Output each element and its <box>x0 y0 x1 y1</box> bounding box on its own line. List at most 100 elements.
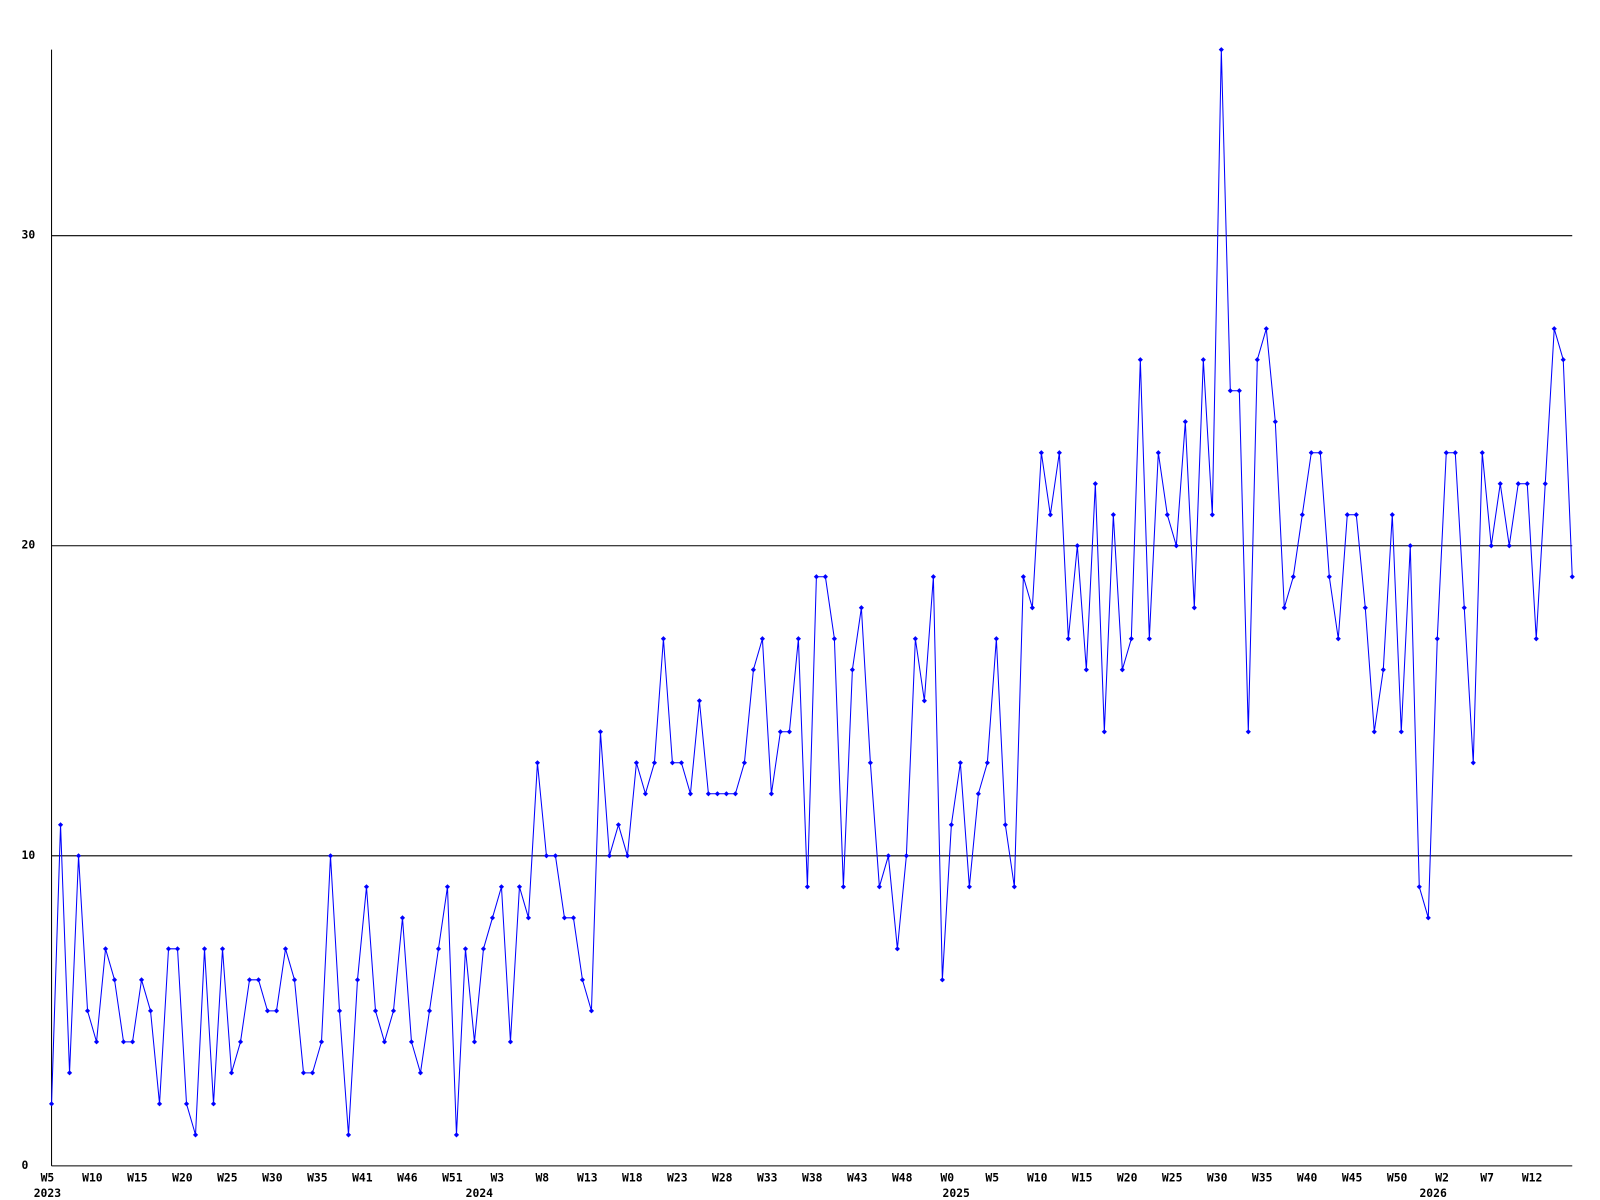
marker <box>57 822 64 828</box>
marker <box>228 1070 235 1076</box>
marker <box>615 822 622 828</box>
marker <box>831 636 837 642</box>
marker <box>1560 357 1566 363</box>
marker <box>318 1039 325 1045</box>
marker <box>525 915 532 921</box>
marker <box>516 884 523 890</box>
marker <box>48 1101 55 1107</box>
marker <box>336 1008 343 1014</box>
x-tick-label: W40 <box>1297 1170 1318 1184</box>
marker <box>579 977 586 983</box>
x-tick-label: W20 <box>172 1170 193 1184</box>
marker <box>93 1039 100 1045</box>
x-tick-label: W41 <box>352 1170 373 1184</box>
marker <box>1506 543 1512 549</box>
marker <box>543 853 550 859</box>
marker <box>705 791 712 797</box>
x-tick-label: W2 <box>1435 1170 1449 1184</box>
x-year-label: 2024 <box>466 1186 494 1200</box>
marker <box>858 605 864 611</box>
marker <box>1344 512 1350 518</box>
x-tick-label: W48 <box>892 1170 913 1184</box>
marker <box>948 822 954 828</box>
marker <box>1569 574 1575 580</box>
marker <box>1335 636 1341 642</box>
marker <box>255 977 262 983</box>
marker <box>777 729 783 735</box>
x-tick-label: W30 <box>1207 1170 1228 1184</box>
marker <box>642 791 649 797</box>
marker <box>993 636 999 642</box>
marker <box>1425 915 1431 921</box>
marker <box>750 667 756 673</box>
x-tick-label: W45 <box>1342 1170 1363 1184</box>
x-tick-label: W12 <box>1522 1170 1543 1184</box>
marker <box>885 853 891 859</box>
marker <box>939 977 945 983</box>
marker <box>1497 481 1503 487</box>
y-tick-label: 0 <box>22 1158 29 1172</box>
marker <box>1488 543 1494 549</box>
x-tick-label: W15 <box>127 1170 148 1184</box>
marker <box>930 574 936 580</box>
marker <box>1515 481 1521 487</box>
marker <box>66 1070 73 1076</box>
marker <box>903 853 909 859</box>
marker <box>741 760 747 766</box>
marker <box>84 1008 91 1014</box>
x-tick-label: W35 <box>307 1170 328 1184</box>
marker <box>1272 419 1278 425</box>
x-tick-label: W50 <box>1387 1170 1408 1184</box>
marker <box>1191 605 1197 611</box>
marker <box>1533 636 1539 642</box>
y-tick-label: 10 <box>22 848 36 862</box>
marker <box>1281 605 1287 611</box>
marker <box>1128 636 1134 642</box>
marker <box>129 1039 136 1045</box>
marker <box>192 1132 199 1138</box>
marker <box>912 636 918 642</box>
marker <box>1470 760 1476 766</box>
marker <box>489 915 496 921</box>
marker <box>300 1070 307 1076</box>
marker <box>1200 357 1206 363</box>
marker <box>1299 512 1305 518</box>
marker <box>768 791 774 797</box>
marker <box>588 1008 595 1014</box>
marker <box>1056 450 1062 456</box>
x-tick-label: W23 <box>667 1170 688 1184</box>
marker <box>1452 450 1458 456</box>
marker <box>237 1039 244 1045</box>
x-year-label: 2026 <box>1419 1186 1447 1200</box>
marker <box>570 915 577 921</box>
marker <box>1254 357 1260 363</box>
marker <box>1173 543 1179 549</box>
marker <box>1029 605 1035 611</box>
marker <box>1443 450 1449 456</box>
x-tick-label: W3 <box>490 1170 504 1184</box>
x-tick-label: W28 <box>712 1170 733 1184</box>
marker <box>687 791 694 797</box>
marker <box>183 1101 190 1107</box>
marker <box>327 853 334 859</box>
marker <box>759 636 765 642</box>
marker <box>1524 481 1530 487</box>
marker <box>372 1008 379 1014</box>
marker <box>1263 326 1269 332</box>
marker <box>732 791 738 797</box>
marker <box>1434 636 1440 642</box>
marker <box>291 977 298 983</box>
marker <box>264 1008 271 1014</box>
marker <box>345 1132 352 1138</box>
x-tick-label: W18 <box>622 1170 643 1184</box>
marker <box>1353 512 1359 518</box>
marker <box>984 760 990 766</box>
line <box>51 49 1573 1136</box>
marker <box>1362 605 1368 611</box>
x-tick-label: W25 <box>217 1170 238 1184</box>
marker <box>957 760 963 766</box>
marker <box>1182 419 1188 425</box>
marker <box>444 884 451 890</box>
marker <box>390 1008 397 1014</box>
